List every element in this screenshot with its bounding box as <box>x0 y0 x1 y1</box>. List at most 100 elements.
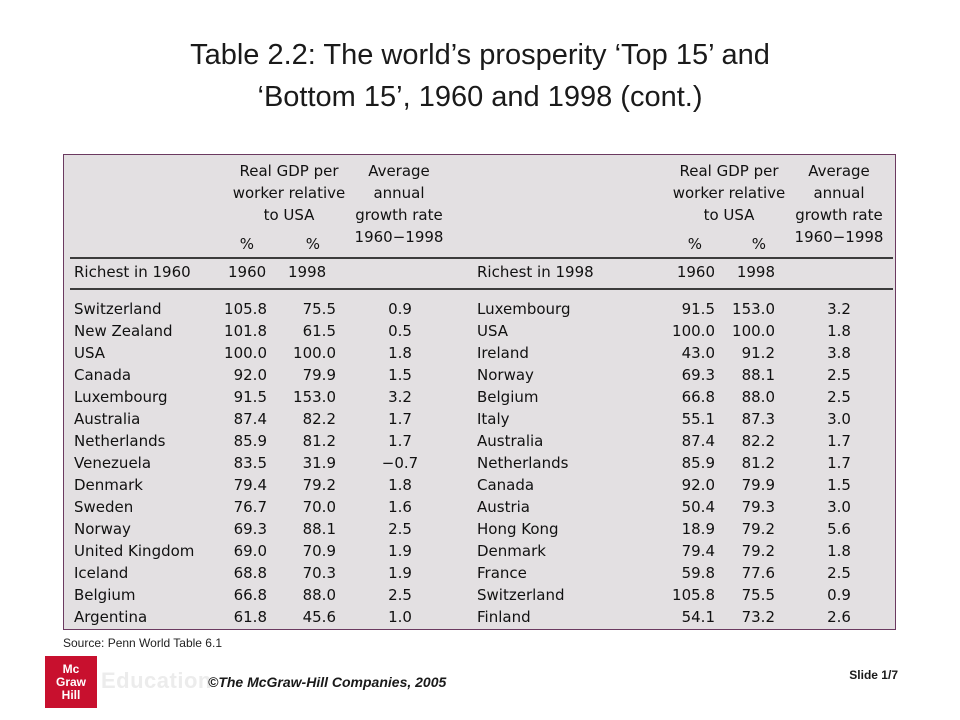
table-cell: 1.9 <box>388 542 412 560</box>
table-cell: 91.2 <box>741 344 775 362</box>
table-cell: Switzerland <box>477 586 565 604</box>
right-row-header: Richest in 1998 <box>477 263 594 281</box>
table-cell: Australia <box>477 432 544 450</box>
table-cell: 101.8 <box>224 322 267 340</box>
table-cell: 69.0 <box>233 542 267 560</box>
table-cell: 1.8 <box>388 344 412 362</box>
table-cell: Netherlands <box>74 432 166 450</box>
table-cell: Switzerland <box>74 300 162 318</box>
table-cell: USA <box>74 344 106 362</box>
table-cell: 0.9 <box>388 300 412 318</box>
table-cell: 1.8 <box>827 542 851 560</box>
table-cell: 1.7 <box>827 454 851 472</box>
table-cell: 50.4 <box>681 498 715 516</box>
table-cell: Denmark <box>74 476 143 494</box>
table-cell: 79.9 <box>741 476 775 494</box>
header-rule-top <box>70 257 893 259</box>
table-cell: Canada <box>74 366 132 384</box>
source-note: Source: Penn World Table 6.1 <box>63 636 222 650</box>
table-cell: 3.2 <box>388 388 412 406</box>
table-cell: 1.8 <box>388 476 412 494</box>
table-cell: 85.9 <box>233 432 267 450</box>
table-cell: 100.0 <box>672 322 715 340</box>
table-cell: 0.5 <box>388 322 412 340</box>
table-cell: 75.5 <box>302 300 336 318</box>
table-cell: 2.5 <box>388 586 412 604</box>
table-cell: 87.4 <box>681 432 715 450</box>
table-cell: 88.1 <box>741 366 775 384</box>
table-cell: 79.2 <box>302 476 336 494</box>
right-growth-column: 3.2 1.8 3.8 2.5 2.5 3.0 1.7 1.7 1.5 3.0 5.6 1.8 2.5 0… <box>799 298 879 628</box>
table-cell: 70.3 <box>302 564 336 582</box>
table-cell: 69.3 <box>681 366 715 384</box>
table-cell: Finland <box>477 608 531 626</box>
table-cell: Canada <box>477 476 535 494</box>
table-cell: 153.0 <box>293 388 336 406</box>
table-cell: 69.3 <box>233 520 267 538</box>
table-cell: 87.3 <box>741 410 775 428</box>
table-cell: 2.5 <box>388 520 412 538</box>
table-cell: 55.1 <box>681 410 715 428</box>
table-cell: 3.2 <box>827 300 851 318</box>
left-growth-column: 0.9 0.5 1.8 1.5 3.2 1.7 1.7 −0.7 1.8 1.6 2.5 1.9 1.9… <box>360 298 440 628</box>
table-cell: Austria <box>477 498 530 516</box>
table-cell: 85.9 <box>681 454 715 472</box>
table-cell: 75.5 <box>741 586 775 604</box>
left-year-1998: 1998 <box>288 263 327 281</box>
right-gdp-header: Real GDP per worker relative to USA <box>672 162 786 224</box>
table-cell: Iceland <box>74 564 129 582</box>
table-cell: 1.7 <box>388 432 412 450</box>
table-cell: Ireland <box>477 344 529 362</box>
table-cell: USA <box>477 322 509 340</box>
table-cell: 77.6 <box>741 564 775 582</box>
table-cell: 79.2 <box>741 520 775 538</box>
table-cell: 43.0 <box>681 344 715 362</box>
left-pct-1960: % <box>239 235 254 253</box>
table-cell: 66.8 <box>681 388 715 406</box>
table-cell: New Zealand <box>74 322 173 340</box>
table-cell: Argentina <box>74 608 148 626</box>
table-cell: 2.5 <box>827 388 851 406</box>
right-country-column: Luxembourg USA Ireland Norway Belgium Italy Au… <box>477 298 627 628</box>
left-gdp1998-column: 75.5 61.5 100.0 79.9 153.0 82.2 81.2 31.9 79.2 70… <box>280 298 336 628</box>
table-cell: Italy <box>477 410 510 428</box>
header-rule-bottom <box>70 288 893 290</box>
table-cell: 2.6 <box>827 608 851 626</box>
table-cell: 1.7 <box>388 410 412 428</box>
table-cell: 153.0 <box>732 300 775 318</box>
table-cell: Norway <box>477 366 534 384</box>
table-cell: 79.4 <box>233 476 267 494</box>
mcgraw-hill-logo: Mc Graw Hill <box>45 656 97 708</box>
table-cell: France <box>477 564 527 582</box>
right-growth-header: Average annual growth rate 1960−1998 <box>794 162 884 246</box>
table-cell: 3.0 <box>827 410 851 428</box>
table-cell: 100.0 <box>732 322 775 340</box>
table-cell: 79.2 <box>741 542 775 560</box>
right-pct-1960: % <box>687 235 702 253</box>
table-cell: 88.0 <box>302 586 336 604</box>
table-cell: 59.8 <box>681 564 715 582</box>
table-cell: 1.8 <box>827 322 851 340</box>
table-cell: 1.0 <box>388 608 412 626</box>
table-cell: 3.0 <box>827 498 851 516</box>
table-cell: 70.0 <box>302 498 336 516</box>
table-cell: Luxembourg <box>477 300 571 318</box>
table-cell: 92.0 <box>233 366 267 384</box>
table-cell: 81.2 <box>302 432 336 450</box>
right-year-1998: 1998 <box>736 263 775 281</box>
table-cell: 45.6 <box>302 608 336 626</box>
table-cell: 54.1 <box>681 608 715 626</box>
copyright-notice: ©The McGraw-Hill Companies, 2005 <box>208 674 447 690</box>
table-cell: 88.1 <box>302 520 336 538</box>
table-cell: 68.8 <box>233 564 267 582</box>
table-cell: 87.4 <box>233 410 267 428</box>
table-cell: 66.8 <box>233 586 267 604</box>
left-country-column: Switzerland New Zealand USA Canada Luxembour… <box>74 298 224 628</box>
table-cell: 70.9 <box>302 542 336 560</box>
table-cell: United Kingdom <box>74 542 195 560</box>
table-cell: 100.0 <box>293 344 336 362</box>
table-cell: 91.5 <box>681 300 715 318</box>
table-cell: 1.6 <box>388 498 412 516</box>
table-cell: Hong Kong <box>477 520 559 538</box>
table-cell: 76.7 <box>233 498 267 516</box>
